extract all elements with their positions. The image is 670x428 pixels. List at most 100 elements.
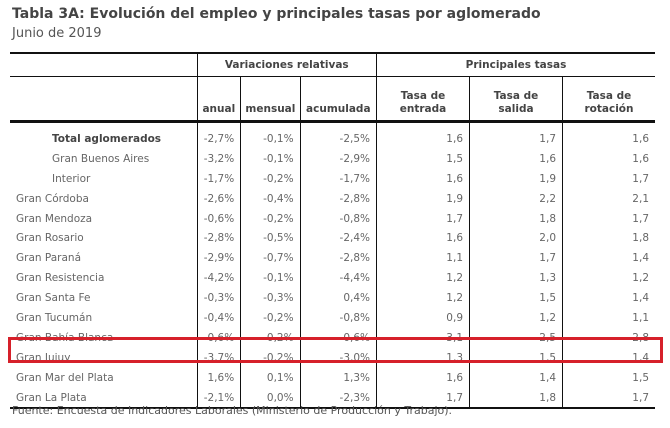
cell-value: -1,7% bbox=[196, 168, 241, 189]
cell-value: -2,7% bbox=[196, 121, 241, 149]
cell-value: 1,6 bbox=[376, 168, 470, 189]
cell-value: 1,8 bbox=[562, 228, 655, 249]
cell-value: 0,0% bbox=[240, 387, 301, 410]
table-row: Gran Mendoza -0,6% -0,2% -0,8% 1,7 1,8 1,7 bbox=[10, 208, 655, 229]
cell-value: 2,5 bbox=[469, 327, 563, 348]
cell-value: 1,1 bbox=[562, 308, 655, 328]
cell-value: 1,7 bbox=[469, 121, 563, 149]
cell-value: 1,3 bbox=[469, 268, 563, 289]
cell-value: -0,2% bbox=[240, 208, 301, 229]
cell-value: 3,1 bbox=[376, 327, 470, 348]
cell-value: 1,5 bbox=[376, 148, 470, 169]
cell-value: -3,7% bbox=[196, 347, 241, 368]
cell-value: 1,4 bbox=[562, 248, 655, 269]
cell-value: 1,2 bbox=[376, 288, 470, 309]
cell-value: -0,6% bbox=[196, 327, 241, 348]
cell-value: -0,2% bbox=[240, 168, 301, 189]
cell-value: -0,4% bbox=[196, 308, 241, 328]
table-row: Gran Jujuy -3,7% -0,2% -3,0% 1,3 1,5 1,4 bbox=[10, 347, 655, 368]
table-row: Gran La Plata -2,1% 0,0% -2,3% 1,7 1,8 1,7 bbox=[10, 387, 655, 410]
table-row: Gran Resistencia -4,2% -0,1% -4,4% 1,2 1,3 1,2 bbox=[10, 268, 655, 289]
column-header: Tasa de salida bbox=[469, 76, 563, 123]
cell-value: 1,4 bbox=[562, 347, 655, 368]
cell-value: -2,4% bbox=[299, 228, 377, 249]
row-label: Gran Mendoza bbox=[16, 212, 93, 225]
cell-value: -2,9% bbox=[299, 148, 377, 169]
cell-value: -0,8% bbox=[299, 308, 377, 328]
table-row: Gran Tucumán -0,4% -0,2% -0,8% 0,9 1,2 1,1 bbox=[10, 308, 655, 328]
cell-value: -2,6% bbox=[196, 188, 241, 209]
cell-value: 1,3 bbox=[376, 347, 470, 368]
table-row: Gran Córdoba -2,6% -0,4% -2,8% 1,9 2,2 2,1 bbox=[10, 188, 655, 209]
table-row: Gran Bahía Blanca -0,6% -0,2% -0,6% 3,1 2,5 2,… bbox=[10, 327, 655, 348]
cell-value: -2,9% bbox=[196, 248, 241, 269]
cell-value: 1,4 bbox=[562, 288, 655, 309]
table-row: Interior -1,7% -0,2% -1,7% 1,6 1,9 1,7 bbox=[10, 168, 655, 189]
table-row: Gran Santa Fe -0,3% -0,3% 0,4% 1,2 1,5 1,4 bbox=[10, 288, 655, 309]
table-row: Gran Buenos Aires -3,2% -0,1% -2,9% 1,5 1,6 1,… bbox=[10, 148, 655, 169]
column-header: Tasa de entrada bbox=[376, 76, 470, 123]
header-blank bbox=[10, 52, 197, 77]
cell-value: 1,7 bbox=[376, 208, 470, 229]
employment-table: Variaciones relativas Principales tasas … bbox=[10, 52, 655, 410]
cell-value: 1,8 bbox=[469, 387, 563, 410]
cell-value: 1,1 bbox=[376, 248, 470, 269]
cell-value: 1,6% bbox=[196, 367, 241, 388]
cell-value: -0,2% bbox=[240, 327, 301, 348]
cell-value: -0,5% bbox=[240, 228, 301, 249]
cell-value: -4,2% bbox=[196, 268, 241, 289]
cell-value: -2,8% bbox=[299, 188, 377, 209]
cell-value: -0,4% bbox=[240, 188, 301, 209]
cell-value: 0,4% bbox=[299, 288, 377, 309]
column-header: mensual bbox=[240, 76, 301, 123]
row-label: Gran Tucumán bbox=[16, 311, 93, 324]
cell-value: 1,7 bbox=[562, 387, 655, 410]
cell-value: -2,3% bbox=[299, 387, 377, 410]
cell-value: 1,7 bbox=[469, 248, 563, 269]
group-header-tasas: Principales tasas bbox=[376, 52, 655, 77]
cell-value: -0,8% bbox=[299, 208, 377, 229]
cell-value: 1,9 bbox=[376, 188, 470, 209]
cell-value: -2,1% bbox=[196, 387, 241, 410]
cell-value: 2,0 bbox=[469, 228, 563, 249]
cell-value: 1,6 bbox=[376, 367, 470, 388]
cell-value: -0,6% bbox=[196, 208, 241, 229]
table-row: Gran Mar del Plata 1,6% 0,1% 1,3% 1,6 1,4 1,5 bbox=[10, 367, 655, 388]
cell-value: -0,3% bbox=[240, 288, 301, 309]
cell-value: -0,3% bbox=[196, 288, 241, 309]
cell-value: -0,2% bbox=[240, 347, 301, 368]
column-header: anual bbox=[196, 76, 241, 123]
row-label: Gran Jujuy bbox=[16, 351, 71, 364]
row-label: Gran Santa Fe bbox=[16, 292, 91, 305]
cell-value: -0,1% bbox=[240, 148, 301, 169]
cell-value: 1,4 bbox=[469, 367, 563, 388]
row-label: Interior bbox=[52, 172, 91, 185]
footnote: Fuente: Encuesta de Indicadores Laborale… bbox=[12, 404, 453, 417]
cell-value: -3,2% bbox=[196, 148, 241, 169]
header-blank bbox=[10, 76, 197, 123]
row-label: Gran Bahía Blanca bbox=[16, 331, 114, 344]
cell-value: 1,7 bbox=[376, 387, 470, 410]
row-label: Total aglomerados bbox=[52, 132, 162, 145]
cell-value: -0,1% bbox=[240, 121, 301, 149]
cell-value: 1,2 bbox=[376, 268, 470, 289]
cell-value: 2,1 bbox=[562, 188, 655, 209]
cell-value: -2,8% bbox=[299, 248, 377, 269]
cell-value: 1,5 bbox=[469, 347, 563, 368]
cell-value: 1,2 bbox=[469, 308, 563, 328]
cell-value: -0,7% bbox=[240, 248, 301, 269]
row-label: Gran Rosario bbox=[16, 232, 84, 245]
cell-value: -0,6% bbox=[299, 327, 377, 348]
cell-value: 1,3% bbox=[299, 367, 377, 388]
cell-value: 1,6 bbox=[376, 121, 470, 149]
row-label: Gran Mar del Plata bbox=[16, 371, 114, 384]
cell-value: 1,5 bbox=[562, 367, 655, 388]
cell-value: 1,6 bbox=[562, 121, 655, 149]
row-label: Gran La Plata bbox=[10, 387, 197, 410]
cell-value: 1,6 bbox=[376, 228, 470, 249]
cell-value: 0,1% bbox=[240, 367, 301, 388]
row-label: Gran Buenos Aires bbox=[52, 152, 150, 165]
cell-value: 1,6 bbox=[562, 148, 655, 169]
cell-value: -2,8% bbox=[196, 228, 241, 249]
cell-value: 2,8 bbox=[562, 327, 655, 348]
